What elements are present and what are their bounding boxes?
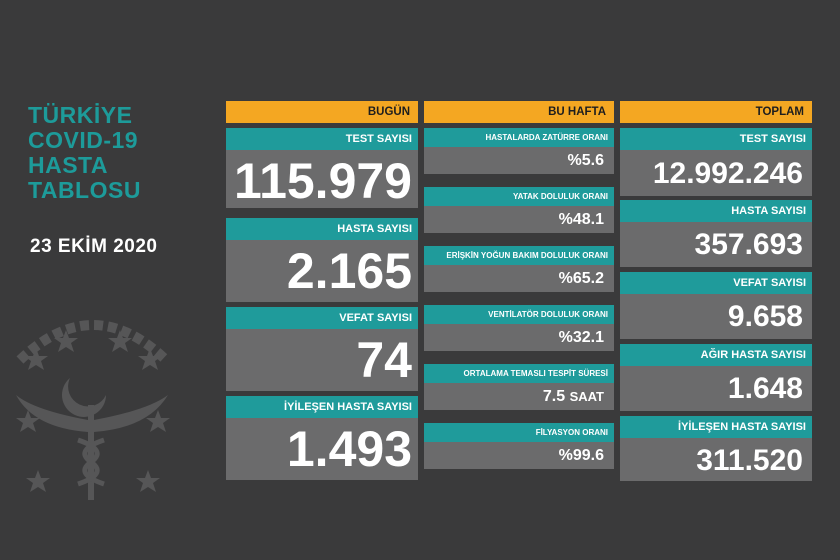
- report-date: 23 EKİM 2020: [30, 236, 158, 257]
- card-value: 1.648: [620, 366, 812, 411]
- card-value: 7.5 SAAT: [424, 383, 614, 410]
- icu-occupancy-card: ERİŞKİN YOĞUN BAKIM DOLULUK ORANI %65.2: [424, 246, 614, 292]
- this-week-header: BU HAFTA: [424, 101, 614, 123]
- total-column: TOPLAM TEST SAYISI 12.992.246 HASTA SAYI…: [620, 101, 812, 481]
- total-deaths-card: VEFAT SAYISI 9.658: [620, 272, 812, 339]
- card-label: AĞIR HASTA SAYISI: [620, 344, 812, 366]
- card-value: 311.520: [620, 438, 812, 481]
- today-deaths-card: VEFAT SAYISI 74: [226, 307, 418, 391]
- card-label: İYİLEŞEN HASTA SAYISI: [226, 396, 418, 418]
- today-column: BUGÜN TEST SAYISI 115.979 HASTA SAYISI 2…: [226, 101, 418, 481]
- card-value: 357.693: [620, 222, 812, 267]
- card-label: YATAK DOLULUK ORANI: [424, 187, 614, 206]
- value-number: %5.6: [567, 152, 604, 169]
- ministry-of-health-emblem-icon: [16, 320, 170, 500]
- today-recovered-card: İYİLEŞEN HASTA SAYISI 1.493: [226, 396, 418, 480]
- value-unit: SAAT: [569, 389, 604, 404]
- card-value: 2.165: [226, 240, 418, 302]
- card-value: 9.658: [620, 294, 812, 339]
- card-label: VEFAT SAYISI: [620, 272, 812, 294]
- card-label: HASTA SAYISI: [620, 200, 812, 222]
- title-line: TABLOSU: [28, 177, 141, 203]
- total-cases-card: HASTA SAYISI 357.693: [620, 200, 812, 267]
- card-value: %5.6: [424, 147, 614, 174]
- pneumonia-rate-card: HASTALARDA ZATÜRRE ORANI %5.6: [424, 128, 614, 174]
- card-label: ERİŞKİN YOĞUN BAKIM DOLULUK ORANI: [424, 246, 614, 265]
- card-label: VEFAT SAYISI: [226, 307, 418, 329]
- title-line: HASTA: [28, 152, 109, 178]
- value-number: 7.5: [542, 388, 566, 405]
- ventilator-occupancy-card: VENTİLATÖR DOLULUK ORANI %32.1: [424, 305, 614, 351]
- card-label: HASTA SAYISI: [226, 218, 418, 240]
- card-value: %65.2: [424, 265, 614, 292]
- card-value: 115.979: [226, 150, 418, 209]
- this-week-column: BU HAFTA HASTALARDA ZATÜRRE ORANI %5.6 Y…: [424, 101, 614, 481]
- value-number: %48.1: [558, 211, 604, 228]
- title-line: TÜRKİYE: [28, 102, 133, 128]
- card-value: %48.1: [424, 206, 614, 233]
- card-label: HASTALARDA ZATÜRRE ORANI: [424, 128, 614, 147]
- today-cases-card: HASTA SAYISI 2.165: [226, 218, 418, 302]
- total-header: TOPLAM: [620, 101, 812, 123]
- card-label: ORTALAMA TEMASLI TESPİT SÜRESİ: [424, 364, 614, 383]
- card-label: İYİLEŞEN HASTA SAYISI: [620, 416, 812, 438]
- total-severe-card: AĞIR HASTA SAYISI 1.648: [620, 344, 812, 411]
- today-header: BUGÜN: [226, 101, 418, 123]
- card-value: 1.493: [226, 418, 418, 480]
- filiation-rate-card: FİLYASYON ORANI %99.6: [424, 423, 614, 469]
- value-number: %32.1: [558, 329, 604, 346]
- card-label: TEST SAYISI: [620, 128, 812, 150]
- card-label: FİLYASYON ORANI: [424, 423, 614, 442]
- value-number: %99.6: [558, 447, 604, 464]
- value-number: %65.2: [558, 270, 604, 287]
- card-value: %99.6: [424, 442, 614, 469]
- card-value: %32.1: [424, 324, 614, 351]
- dashboard-title: TÜRKİYE COVID-19 HASTA TABLOSU: [28, 103, 141, 203]
- bed-occupancy-card: YATAK DOLULUK ORANI %48.1: [424, 187, 614, 233]
- today-test-card: TEST SAYISI 115.979: [226, 128, 418, 209]
- title-line: COVID-19: [28, 127, 139, 153]
- total-test-card: TEST SAYISI 12.992.246: [620, 128, 812, 196]
- card-value: 74: [226, 329, 418, 391]
- contact-tracing-time-card: ORTALAMA TEMASLI TESPİT SÜRESİ 7.5 SAAT: [424, 364, 614, 410]
- card-label: VENTİLATÖR DOLULUK ORANI: [424, 305, 614, 324]
- card-value: 12.992.246: [620, 150, 812, 196]
- card-label: TEST SAYISI: [226, 128, 418, 150]
- total-recovered-card: İYİLEŞEN HASTA SAYISI 311.520: [620, 416, 812, 481]
